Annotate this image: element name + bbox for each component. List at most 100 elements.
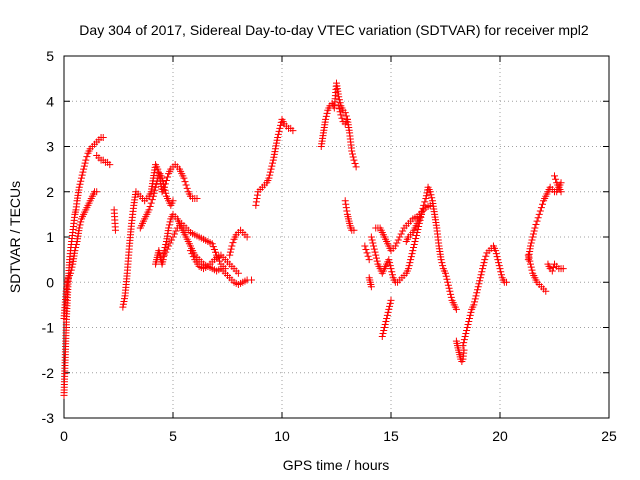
- data-point: [410, 244, 418, 252]
- data-point: [476, 274, 484, 282]
- data-point: [465, 314, 473, 322]
- data-point: [411, 238, 419, 246]
- data-point: [460, 346, 468, 354]
- data-point: [452, 305, 460, 313]
- data-point: [381, 320, 389, 328]
- data-point: [323, 109, 331, 117]
- data-point: [166, 239, 174, 247]
- data-point: [365, 256, 373, 264]
- data-point: [537, 204, 545, 212]
- data-point: [71, 247, 79, 255]
- data-point: [459, 342, 467, 350]
- data-point: [76, 221, 84, 229]
- data-point: [99, 133, 107, 141]
- data-point: [367, 283, 375, 291]
- data-point: [338, 114, 346, 122]
- data-point: [183, 184, 191, 192]
- data-point: [414, 225, 422, 233]
- data-point: [276, 124, 284, 132]
- x-tick-label: 25: [601, 428, 617, 444]
- data-point: [275, 127, 283, 135]
- data-point: [530, 227, 538, 235]
- data-point: [147, 199, 155, 207]
- data-point: [80, 165, 88, 173]
- data-point: [412, 235, 420, 243]
- data-point: [443, 275, 451, 283]
- data-point: [168, 236, 176, 244]
- data-point: [269, 159, 277, 167]
- data-point: [67, 269, 75, 277]
- data-point: [274, 133, 282, 141]
- data-point: [160, 180, 168, 188]
- data-point: [247, 276, 255, 284]
- data-point: [75, 183, 83, 191]
- data-point: [372, 251, 380, 259]
- data-point: [388, 268, 396, 276]
- data-point: [146, 202, 154, 210]
- y-tick-label: -1: [42, 320, 55, 336]
- data-point: [405, 262, 413, 270]
- data-point: [549, 264, 557, 272]
- y-tick-label: 2: [46, 184, 54, 200]
- data-point: [426, 188, 434, 196]
- data-point: [525, 254, 533, 262]
- data-point: [186, 247, 194, 255]
- data-point: [396, 233, 404, 241]
- data-point: [158, 174, 166, 182]
- data-point: [364, 252, 372, 260]
- data-point: [226, 251, 234, 259]
- data-point: [72, 241, 80, 249]
- data-point: [418, 207, 426, 215]
- data-point: [180, 174, 188, 182]
- data-point: [234, 269, 242, 277]
- data-point: [274, 130, 282, 138]
- data-point: [470, 301, 478, 309]
- data-point: [466, 311, 474, 319]
- x-tick-label: 15: [383, 428, 399, 444]
- data-point: [410, 241, 418, 249]
- x-tick-label: 10: [274, 428, 290, 444]
- data-point: [481, 256, 489, 264]
- data-point: [68, 263, 76, 271]
- data-point: [535, 210, 543, 218]
- chart-title: Day 304 of 2017, Sidereal Day-to-day VTE…: [79, 22, 589, 38]
- data-point: [384, 308, 392, 316]
- data-point: [289, 127, 297, 135]
- data-point: [383, 314, 391, 322]
- data-point: [78, 171, 86, 179]
- data-point: [160, 183, 168, 191]
- data-point: [268, 162, 276, 170]
- data-point: [393, 239, 401, 247]
- data-point: [471, 295, 479, 303]
- data-point: [170, 230, 178, 238]
- data-point: [267, 165, 275, 173]
- data-point: [527, 260, 535, 268]
- data-point: [387, 265, 395, 273]
- data-point: [322, 112, 330, 120]
- data-point: [532, 221, 540, 229]
- data-point: [386, 299, 394, 307]
- y-tick-label: 0: [46, 274, 54, 290]
- data-point: [348, 150, 356, 158]
- data-point: [322, 115, 330, 123]
- data-point: [492, 250, 500, 258]
- data-point: [495, 259, 503, 267]
- data-point: [445, 284, 453, 292]
- data-point: [165, 224, 173, 232]
- data-point: [79, 168, 87, 176]
- data-point: [76, 180, 84, 188]
- data-point: [181, 178, 189, 186]
- data-point: [367, 233, 375, 241]
- data-point: [166, 218, 174, 226]
- data-point: [460, 339, 468, 347]
- data-point: [160, 251, 168, 259]
- data-point: [478, 268, 486, 276]
- data-point: [551, 172, 558, 180]
- data-point: [524, 251, 532, 259]
- data-point: [471, 298, 479, 306]
- tick-layer: 0 5 10 15 20 25 -3 -2 -1 0 1 2 3 4 5: [42, 48, 617, 444]
- data-point: [528, 266, 536, 274]
- data-point: [474, 283, 482, 291]
- data-point: [93, 188, 101, 196]
- data-point: [335, 96, 343, 104]
